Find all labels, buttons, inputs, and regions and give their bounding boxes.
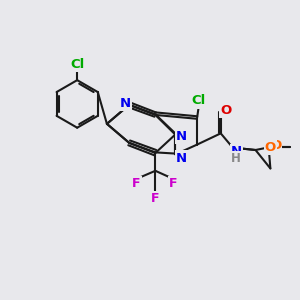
Text: N: N bbox=[176, 152, 187, 164]
Text: O: O bbox=[265, 140, 276, 154]
Text: Cl: Cl bbox=[191, 94, 206, 107]
Text: O: O bbox=[220, 104, 232, 117]
Text: O: O bbox=[270, 139, 281, 152]
Text: F: F bbox=[132, 177, 141, 190]
Text: F: F bbox=[151, 192, 160, 205]
Text: Cl: Cl bbox=[70, 58, 84, 71]
Text: N: N bbox=[120, 97, 131, 110]
Text: H: H bbox=[231, 152, 241, 165]
Text: N: N bbox=[231, 145, 242, 158]
Text: N: N bbox=[176, 130, 187, 143]
Text: F: F bbox=[169, 177, 177, 190]
